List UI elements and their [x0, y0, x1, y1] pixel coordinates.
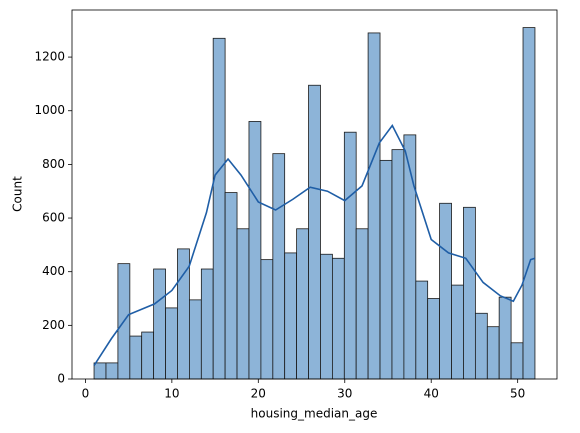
y-tick-label: 1200	[34, 50, 65, 64]
bar	[236, 228, 250, 380]
y-tick-label: 600	[42, 211, 65, 225]
x-tick-label: 30	[337, 387, 352, 401]
bar	[522, 27, 536, 380]
x-axis-label: housing_median_age	[251, 407, 378, 421]
bar	[427, 298, 440, 380]
bar	[331, 257, 345, 380]
bar	[93, 362, 107, 380]
bar	[212, 37, 226, 380]
bar	[189, 299, 202, 380]
bar	[415, 280, 429, 380]
bar	[510, 342, 524, 380]
x-tick-label: 20	[251, 387, 266, 401]
kde-line	[93, 123, 536, 367]
bar	[451, 284, 464, 380]
bar	[379, 159, 393, 380]
y-tick-label: 200	[42, 318, 65, 332]
y-tick-label: 800	[42, 157, 65, 171]
x-tick-label: 10	[164, 387, 179, 401]
x-tick-label: 0	[82, 387, 90, 401]
x-tick-label: 50	[510, 387, 525, 401]
bar	[165, 307, 178, 380]
bar	[129, 335, 143, 380]
bar	[308, 84, 321, 380]
bar	[463, 206, 476, 380]
bar	[343, 131, 357, 380]
y-tick-label: 1000	[34, 103, 65, 117]
bar	[260, 259, 274, 380]
bar	[284, 252, 298, 380]
bar	[355, 228, 369, 380]
plot-frame	[71, 9, 558, 380]
bar	[498, 296, 512, 380]
bar	[474, 312, 488, 380]
y-axis-label: Count	[11, 176, 25, 212]
x-tick-label: 40	[424, 387, 439, 401]
bar	[141, 331, 155, 380]
bar	[391, 149, 405, 380]
bar	[105, 362, 119, 380]
bar	[153, 268, 166, 380]
bar	[272, 153, 286, 380]
bar	[200, 268, 214, 380]
bar	[296, 228, 309, 380]
bar	[320, 253, 333, 380]
bar	[367, 32, 381, 380]
y-tick-label: 0	[57, 372, 65, 386]
y-tick-label: 400	[42, 264, 65, 278]
bar	[439, 202, 452, 380]
bar	[224, 192, 238, 380]
bar	[248, 121, 262, 380]
bar	[486, 326, 500, 380]
